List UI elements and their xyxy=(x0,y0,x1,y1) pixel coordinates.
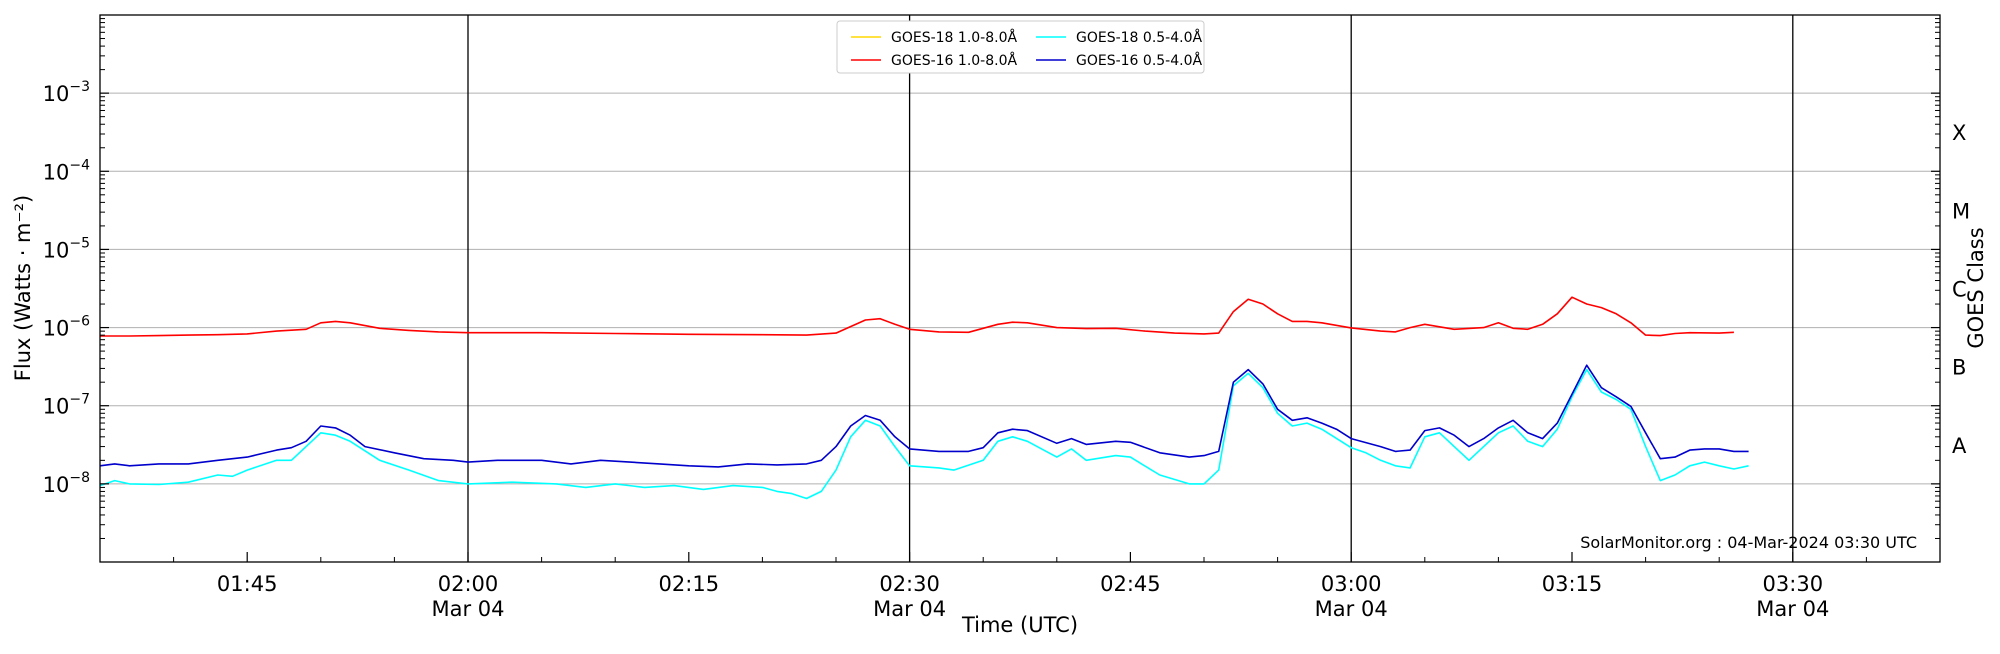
goes-class-m: M xyxy=(1952,199,1970,223)
gridlines xyxy=(100,92,1940,485)
x-axis-label: Time (UTC) xyxy=(961,613,1078,637)
goes-class-x: X xyxy=(1952,121,1966,145)
x-tick-date-label: Mar 04 xyxy=(1315,597,1388,621)
y-axis-label: Flux (Watts · m⁻²) xyxy=(11,195,35,381)
plot-frame xyxy=(99,14,1941,563)
y-axis-ticks: 10−8 10−7 10−6 10−5 10−4 10−3 xyxy=(43,18,1940,539)
x-tick-label: 03:00 xyxy=(1321,572,1382,596)
y-tick-label: 10−8 xyxy=(43,470,90,497)
credit-text: SolarMonitor.org : 04-Mar-2024 03:30 UTC xyxy=(1580,533,1917,552)
goes-class-labels: A B C M X xyxy=(1952,121,1970,458)
x-tick-label: 01:45 xyxy=(217,572,278,596)
legend-label: GOES-16 1.0-8.0Å xyxy=(891,52,1017,69)
x-tick-label: 02:15 xyxy=(659,572,720,596)
right-axis-label: GOES Class xyxy=(1964,227,1988,348)
series-line xyxy=(99,368,1749,500)
x-tick-label: 02:45 xyxy=(1100,572,1161,596)
x-tick-label: 02:30 xyxy=(879,572,940,596)
x-tick-date-label: Mar 04 xyxy=(873,597,946,621)
goes-class-b: B xyxy=(1952,356,1966,380)
x-tick-label: 03:30 xyxy=(1763,572,1824,596)
y-tick-label: 10−5 xyxy=(43,235,90,262)
x-tick-date-label: Mar 04 xyxy=(431,597,504,621)
series-line xyxy=(100,296,1734,337)
x-tick-date-label: Mar 04 xyxy=(1756,597,1829,621)
legend-items: GOES-18 1.0-8.0Å GOES-16 1.0-8.0Å GOES-18 … xyxy=(851,29,1202,69)
goes-class-a: A xyxy=(1952,434,1967,458)
legend-label: GOES-18 1.0-8.0Å xyxy=(891,29,1017,46)
y-tick-label: 10−4 xyxy=(43,157,90,184)
x-tick-label: 03:15 xyxy=(1542,572,1603,596)
x-tick-label: 02:00 xyxy=(438,572,499,596)
legend-label: GOES-16 0.5-4.0Å xyxy=(1076,52,1202,69)
series-lines xyxy=(99,296,1749,500)
goes-class-c: C xyxy=(1952,278,1967,302)
vertical-time-markers xyxy=(467,15,1794,562)
y-tick-label: 10−7 xyxy=(43,392,90,419)
y-tick-label: 10−3 xyxy=(43,79,90,106)
legend-label: GOES-18 0.5-4.0Å xyxy=(1076,29,1202,46)
series-line xyxy=(99,364,1749,468)
legend-box xyxy=(836,20,1205,74)
legend: GOES-18 1.0-8.0Å GOES-16 1.0-8.0Å GOES-18 … xyxy=(836,20,1205,74)
y-tick-label: 10−6 xyxy=(43,314,90,341)
